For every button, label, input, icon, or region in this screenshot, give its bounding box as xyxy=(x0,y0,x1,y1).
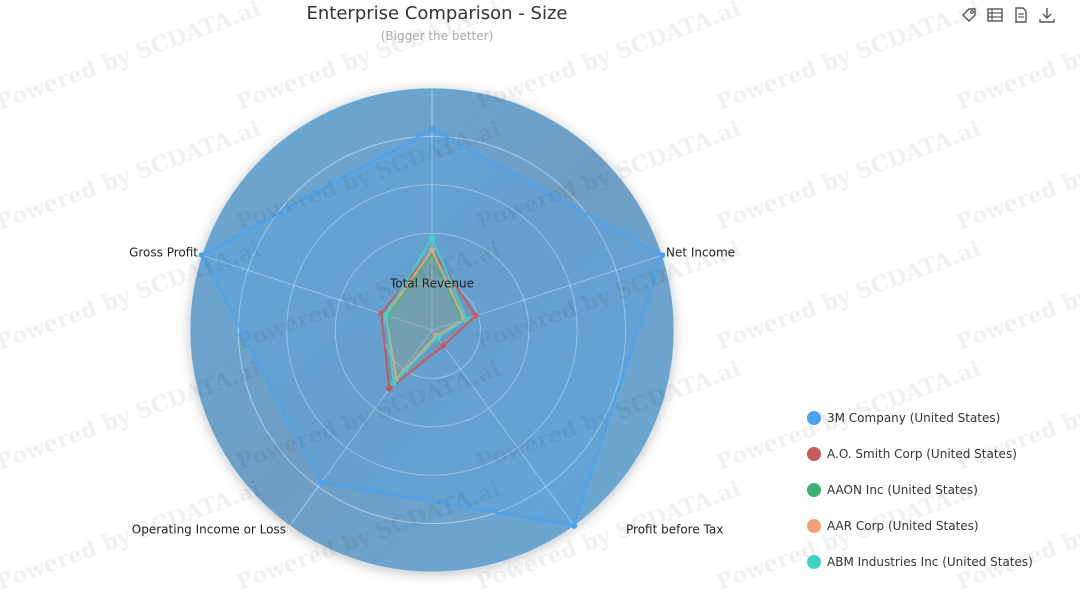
series-point xyxy=(463,315,470,322)
legend-label: AAR Corp (United States) xyxy=(827,519,979,533)
series-point xyxy=(386,385,393,392)
axis-line xyxy=(201,254,433,331)
radar-background xyxy=(190,88,674,572)
series-area xyxy=(200,128,664,527)
legend-label: A.O. Smith Corp (United States) xyxy=(827,447,1017,461)
series-area xyxy=(385,249,466,380)
legend-label: ABM Industries Inc (United States) xyxy=(827,555,1033,569)
legend-swatch xyxy=(807,555,821,569)
legend-swatch xyxy=(807,447,821,461)
download-icon[interactable] xyxy=(1038,6,1056,24)
series-point xyxy=(472,312,479,319)
series-point xyxy=(382,312,389,319)
axis-line xyxy=(289,329,433,527)
series-point xyxy=(434,334,441,341)
series-point xyxy=(571,522,578,529)
series-point xyxy=(440,342,447,349)
series-point xyxy=(390,379,397,386)
axis-label: Operating Income or Loss xyxy=(132,523,286,537)
data-view-icon[interactable] xyxy=(986,6,1004,24)
legend-swatch xyxy=(807,483,821,497)
tag-icon[interactable] xyxy=(960,6,978,24)
legend-item-aar[interactable]: AAR Corp (United States) xyxy=(807,508,1033,544)
legend-item-aaon[interactable]: AAON Inc (United States) xyxy=(807,472,1033,508)
legend-item-ao-smith[interactable]: A.O. Smith Corp (United States) xyxy=(807,436,1033,472)
series-area xyxy=(385,237,468,384)
axis-label: Gross Profit xyxy=(129,246,198,260)
series-point xyxy=(198,252,205,259)
legend-swatch xyxy=(807,411,821,425)
chart-title: Enterprise Comparison - Size xyxy=(306,3,568,24)
legend-item-abm[interactable]: ABM Industries Inc (United States) xyxy=(807,544,1033,580)
legend-label: AAON Inc (United States) xyxy=(827,483,978,497)
series-point xyxy=(659,252,666,259)
series-point xyxy=(429,126,435,133)
series-point xyxy=(429,235,435,242)
grid-ring xyxy=(334,232,530,428)
chart-toolbar xyxy=(960,6,1056,24)
watermark-text: Powered by SCDATA.ai xyxy=(713,116,984,236)
series-point xyxy=(318,479,325,486)
axis-label: Net Income xyxy=(666,246,735,260)
legend-item-3m[interactable]: 3M Company (United States) xyxy=(807,400,1033,436)
series-point xyxy=(429,247,435,254)
axis-label: Total Revenue xyxy=(389,277,474,291)
document-icon[interactable] xyxy=(1012,6,1030,24)
legend: 3M Company (United States) A.O. Smith Co… xyxy=(807,400,1033,580)
axis-line xyxy=(431,329,575,527)
axis-label: Profit before Tax xyxy=(626,523,723,537)
grid-ring xyxy=(286,184,578,476)
legend-label: 3M Company (United States) xyxy=(827,411,1001,425)
grid-ring xyxy=(237,135,627,525)
grid-ring xyxy=(189,87,675,573)
legend-swatch xyxy=(807,519,821,533)
axis-line xyxy=(431,254,663,331)
chart-subtitle: (Bigger the better) xyxy=(380,29,494,43)
watermark-text: Powered by SCDATA.ai xyxy=(713,236,984,356)
